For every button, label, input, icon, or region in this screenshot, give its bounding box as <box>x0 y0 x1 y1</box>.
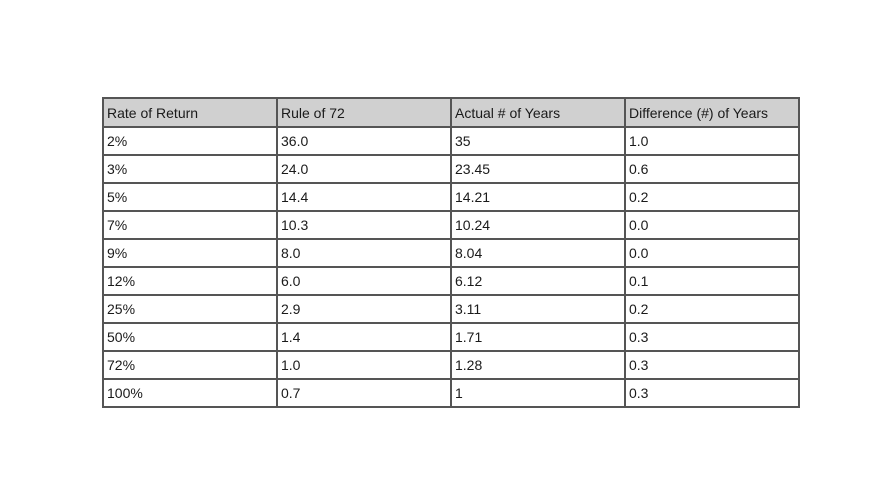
cell-difference: 0.6 <box>624 154 800 184</box>
header-rule-of-72: Rule of 72 <box>276 97 452 128</box>
cell-actual-years: 10.24 <box>450 210 626 240</box>
cell-rate: 100% <box>102 378 278 408</box>
cell-rate: 9% <box>102 238 278 268</box>
table-row: 25% 2.9 3.11 0.2 <box>102 294 800 324</box>
cell-rule-of-72: 1.4 <box>276 322 452 352</box>
cell-actual-years: 1.28 <box>450 350 626 380</box>
header-actual-years: Actual # of Years <box>450 97 626 128</box>
rule-of-72-table: Rate of Return Rule of 72 Actual # of Ye… <box>102 97 800 408</box>
cell-rule-of-72: 14.4 <box>276 182 452 212</box>
header-row: Rate of Return Rule of 72 Actual # of Ye… <box>102 97 800 128</box>
cell-rule-of-72: 8.0 <box>276 238 452 268</box>
table-row: 2% 36.0 35 1.0 <box>102 126 800 156</box>
cell-actual-years: 1.71 <box>450 322 626 352</box>
cell-actual-years: 23.45 <box>450 154 626 184</box>
cell-rule-of-72: 24.0 <box>276 154 452 184</box>
cell-difference: 0.3 <box>624 322 800 352</box>
table-row: 72% 1.0 1.28 0.3 <box>102 350 800 380</box>
header-difference-years: Difference (#) of Years <box>624 97 800 128</box>
cell-actual-years: 14.21 <box>450 182 626 212</box>
cell-rate: 72% <box>102 350 278 380</box>
table-row: 12% 6.0 6.12 0.1 <box>102 266 800 296</box>
cell-actual-years: 8.04 <box>450 238 626 268</box>
cell-difference: 0.2 <box>624 182 800 212</box>
table-row: 3% 24.0 23.45 0.6 <box>102 154 800 184</box>
cell-rule-of-72: 2.9 <box>276 294 452 324</box>
table-row: 9% 8.0 8.04 0.0 <box>102 238 800 268</box>
cell-rate: 2% <box>102 126 278 156</box>
cell-rule-of-72: 36.0 <box>276 126 452 156</box>
cell-rule-of-72: 0.7 <box>276 378 452 408</box>
cell-rule-of-72: 1.0 <box>276 350 452 380</box>
cell-rate: 3% <box>102 154 278 184</box>
table-row: 100% 0.7 1 0.3 <box>102 378 800 408</box>
cell-rate: 5% <box>102 182 278 212</box>
cell-actual-years: 3.11 <box>450 294 626 324</box>
cell-actual-years: 1 <box>450 378 626 408</box>
cell-actual-years: 6.12 <box>450 266 626 296</box>
cell-difference: 1.0 <box>624 126 800 156</box>
cell-difference: 0.0 <box>624 238 800 268</box>
rule-of-72-table-container: Rate of Return Rule of 72 Actual # of Ye… <box>102 97 800 408</box>
cell-difference: 0.3 <box>624 350 800 380</box>
cell-rule-of-72: 6.0 <box>276 266 452 296</box>
cell-difference: 0.2 <box>624 294 800 324</box>
header-rate-of-return: Rate of Return <box>102 97 278 128</box>
cell-rate: 7% <box>102 210 278 240</box>
cell-difference: 0.1 <box>624 266 800 296</box>
cell-rate: 25% <box>102 294 278 324</box>
cell-rate: 12% <box>102 266 278 296</box>
cell-difference: 0.3 <box>624 378 800 408</box>
cell-rule-of-72: 10.3 <box>276 210 452 240</box>
table-row: 5% 14.4 14.21 0.2 <box>102 182 800 212</box>
table-row: 50% 1.4 1.71 0.3 <box>102 322 800 352</box>
table-body: 2% 36.0 35 1.0 3% 24.0 23.45 0.6 5% 14.4… <box>102 126 800 408</box>
cell-actual-years: 35 <box>450 126 626 156</box>
cell-difference: 0.0 <box>624 210 800 240</box>
cell-rate: 50% <box>102 322 278 352</box>
table-header: Rate of Return Rule of 72 Actual # of Ye… <box>102 97 800 128</box>
table-row: 7% 10.3 10.24 0.0 <box>102 210 800 240</box>
